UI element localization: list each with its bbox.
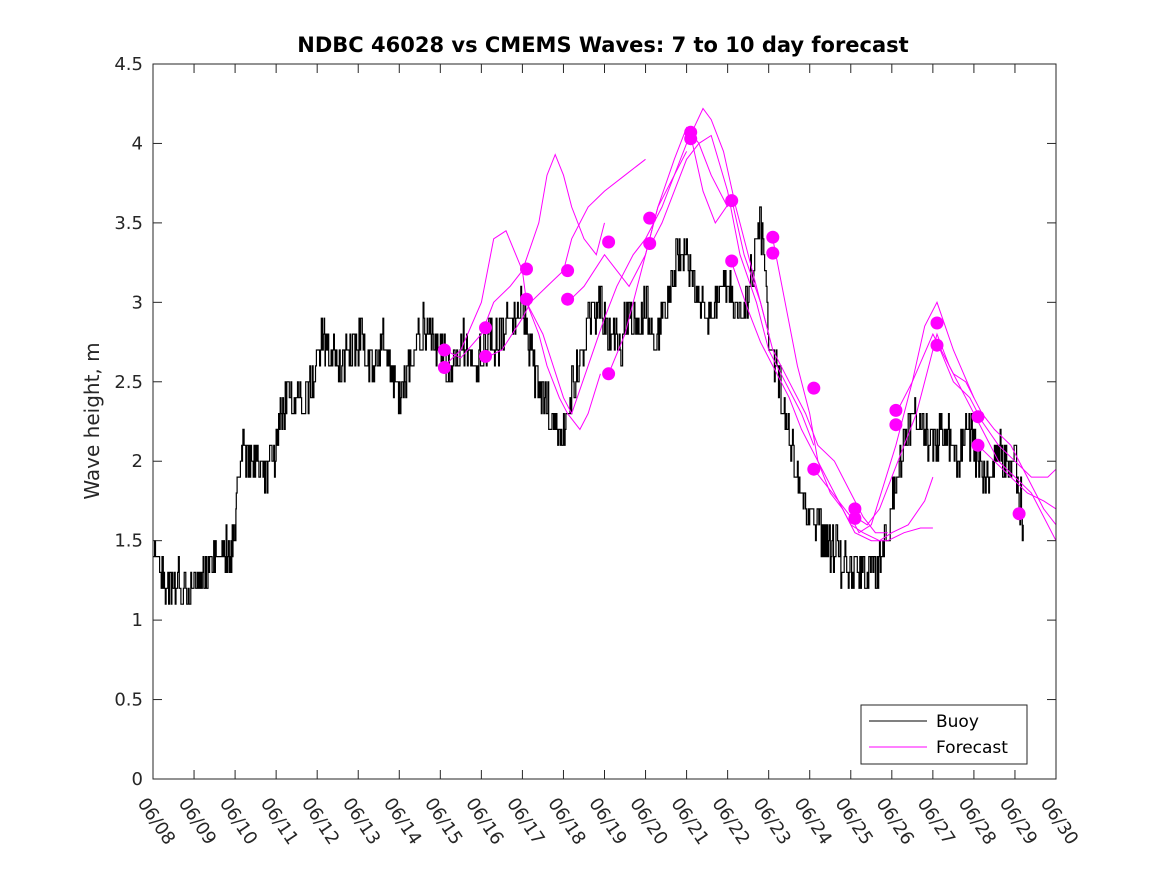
forecast-marker [725,254,739,268]
forecast-marker [643,237,657,250]
forecast-marker [437,361,451,374]
forecast-marker [725,194,739,208]
legend-box [860,704,1028,765]
forecast-marker [930,338,944,352]
forecast-marker [520,292,533,306]
forecast-line-7 [649,134,815,446]
legend-buoy-label: Buoy [936,712,979,732]
forecast-line-6 [608,107,770,374]
forecast-marker [643,211,657,225]
y-axis-label: Wave height, m [80,342,104,499]
forecast-marker [971,410,985,424]
legend: Buoy Forecast [860,704,1028,765]
y-tick-label: 1.5 [114,531,143,552]
chart-title: NDBC 46028 vs CMEMS Waves: 7 to 10 day f… [297,33,908,57]
y-tick-label: 0.5 [114,690,143,711]
forecast-line-12 [854,332,1057,541]
legend-forecast-label: Forecast [936,738,1008,758]
buoy-line [153,206,1024,605]
forecast-marker [561,264,575,278]
forecast-marker [437,343,451,357]
forecast-marker [848,511,862,525]
forecast-marker [766,246,780,260]
y-tick-label: 3.5 [114,213,143,234]
y-tick-label: 2.5 [114,372,143,393]
forecast-line-15 [977,444,1057,510]
y-tick-label: 4.5 [114,54,143,75]
forecast-marker [930,316,944,330]
forecast-line-11 [813,301,975,534]
forecast-marker [848,502,862,516]
y-tick-label: 4 [132,133,143,154]
forecast-marker [889,418,903,432]
forecast-marker [1012,507,1026,521]
forecast-marker [520,262,533,276]
forecast-marker [602,235,616,249]
forecast-marker [684,132,698,146]
forecast-line-10 [772,238,934,542]
forecast-marker [971,438,985,452]
forecast-marker [479,321,492,335]
forecast-line-4 [526,151,688,415]
forecast-line-9 [731,262,933,542]
forecast-marker [766,230,780,244]
forecast-marker [561,292,575,306]
plot-area: 00.511.522.533.544.506/0806/0906/1006/11… [114,54,1082,849]
y-tick-label: 3 [132,292,143,313]
forecast-line-1 [444,230,601,431]
y-tick-label: 2 [132,451,143,472]
forecast-line-14 [936,341,1057,478]
forecast-marker [602,367,616,381]
y-tick-label: 0 [132,769,143,790]
y-tick-label: 1 [132,610,143,631]
forecast-marker [807,462,821,476]
forecast-marker [889,403,903,417]
forecast-marker [807,381,821,395]
forecast-line-13 [895,332,1057,526]
forecast-marker [479,349,492,363]
plot-background [153,64,1056,779]
